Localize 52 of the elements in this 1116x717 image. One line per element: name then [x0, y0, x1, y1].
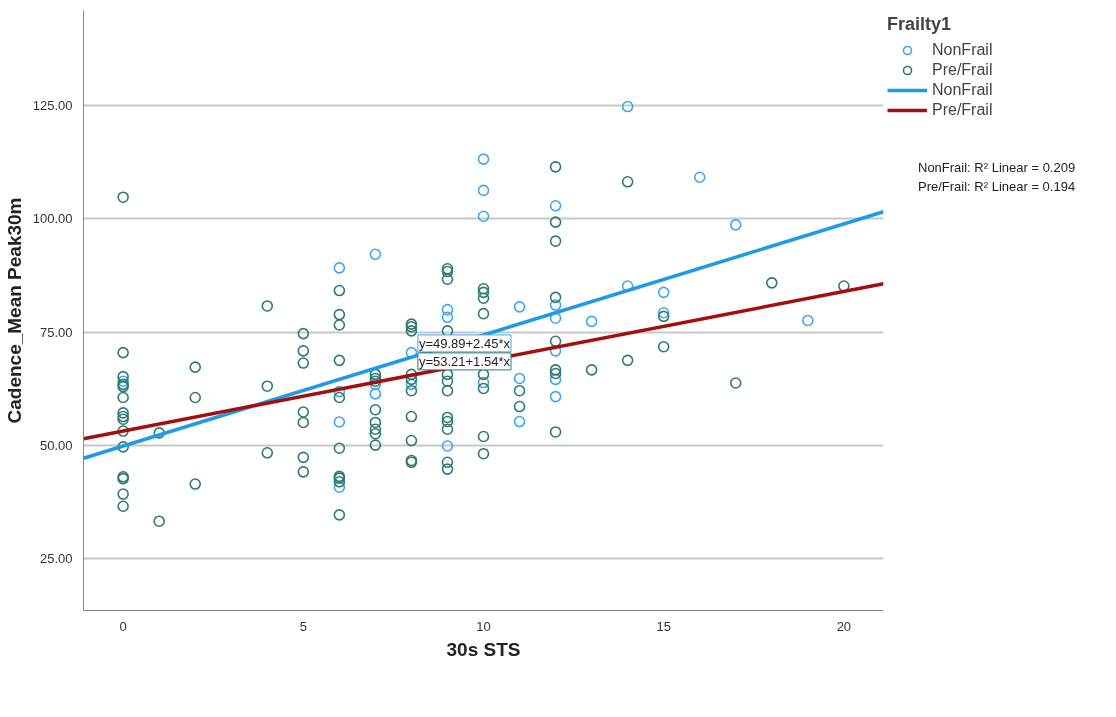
point — [729, 219, 742, 231]
point — [333, 481, 346, 494]
point — [585, 315, 598, 328]
point — [333, 385, 346, 398]
point — [333, 416, 346, 428]
point — [657, 286, 670, 299]
y-tick-label: 50.00 — [39, 438, 73, 454]
point — [405, 378, 418, 391]
point — [369, 248, 382, 261]
point — [549, 373, 562, 386]
point — [657, 306, 670, 319]
y-axis-title: Cadence_Mean Peak30m — [3, 197, 25, 424]
point — [549, 390, 562, 403]
legend-label: NonFrail — [932, 41, 993, 59]
y-tick-label: 25.00 — [39, 551, 73, 567]
y-tick-label: 100.00 — [32, 211, 73, 227]
x-tick-label: 10 — [476, 618, 491, 634]
x-tick-label: 20 — [836, 618, 852, 634]
point — [549, 345, 562, 357]
point — [513, 415, 526, 428]
point — [333, 262, 346, 274]
text: Pre/Frail: R² Linear = 0.194 — [918, 179, 1076, 194]
point — [549, 312, 562, 324]
point — [513, 301, 526, 313]
legend-title: Frailty1 — [887, 14, 953, 35]
x-axis-title: 30s STS — [446, 638, 521, 660]
point — [477, 184, 490, 197]
point — [477, 376, 490, 389]
point — [693, 171, 706, 184]
annotation: y=49.89+2.45*x — [418, 335, 511, 351]
point — [477, 153, 490, 165]
point — [441, 311, 454, 324]
text: NonFrail: R² Linear = 0.209 — [918, 160, 1076, 175]
x-tick-label: 15 — [656, 618, 671, 634]
x-tick-label: 5 — [299, 618, 307, 634]
annotation: y=53.21+1.54*x — [418, 353, 511, 369]
legend-label: Pre/Frail — [932, 101, 993, 119]
point — [621, 100, 634, 113]
x-tick-label: 0 — [119, 618, 127, 634]
y-tick-label: 125.00 — [32, 98, 73, 114]
point — [369, 388, 382, 400]
point — [441, 440, 454, 452]
point — [549, 200, 562, 212]
legend-label: NonFrail — [932, 81, 993, 99]
y-tick-label: 75.00 — [39, 324, 73, 340]
legend-label: Pre/Frail — [932, 61, 993, 79]
point — [513, 372, 526, 385]
point — [441, 303, 454, 316]
point — [477, 210, 490, 223]
point — [549, 299, 562, 311]
point — [117, 375, 129, 387]
point — [802, 314, 814, 327]
